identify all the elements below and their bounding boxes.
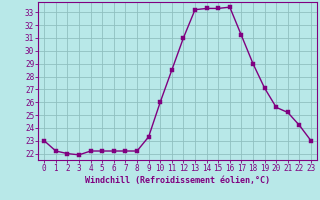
- X-axis label: Windchill (Refroidissement éolien,°C): Windchill (Refroidissement éolien,°C): [85, 176, 270, 185]
